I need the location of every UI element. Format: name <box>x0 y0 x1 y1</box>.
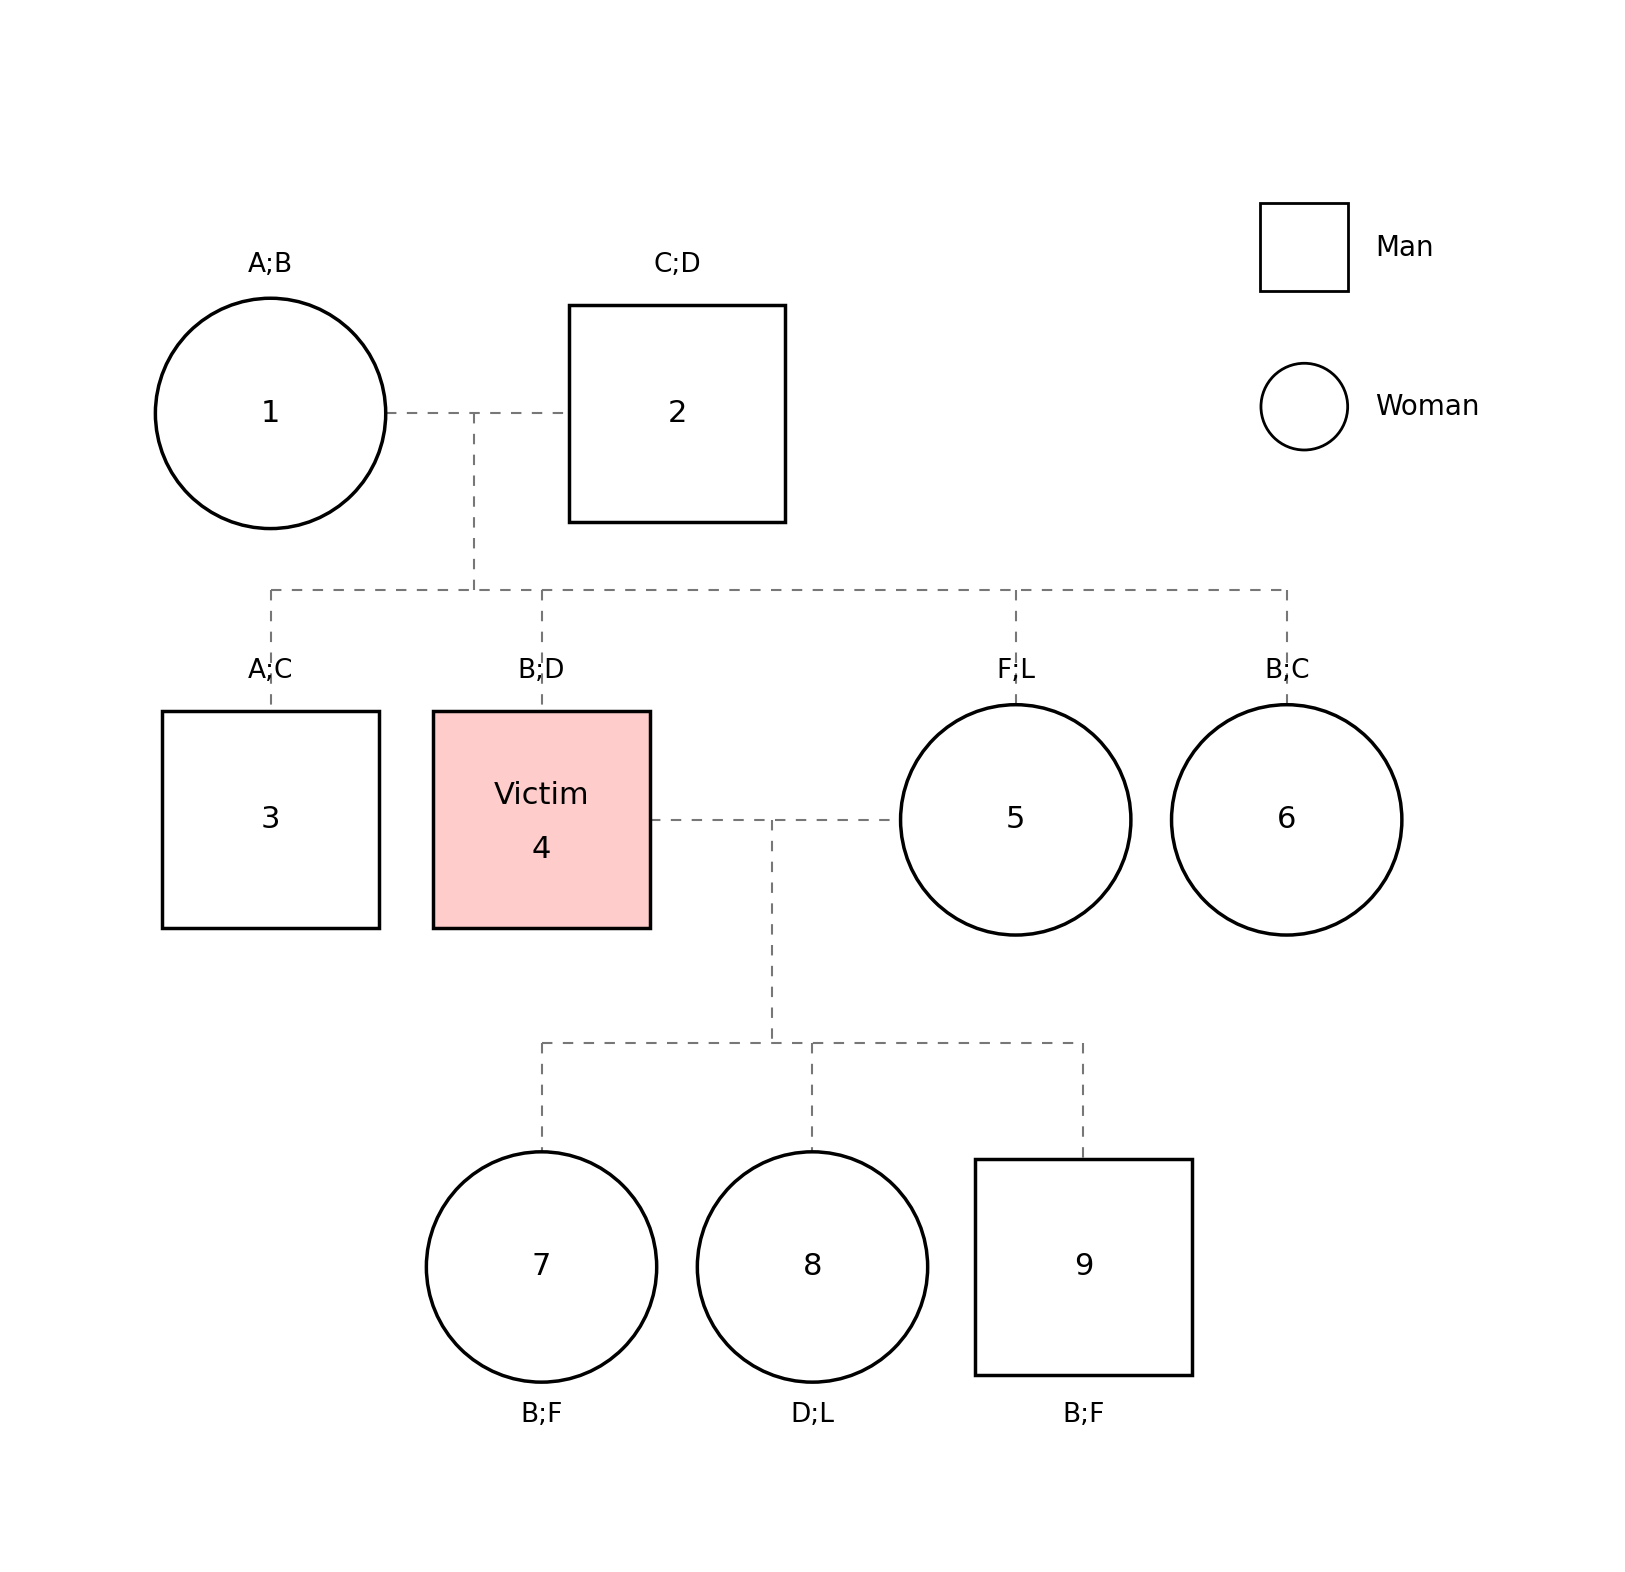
Text: 1: 1 <box>262 399 280 428</box>
FancyBboxPatch shape <box>569 305 785 522</box>
Text: B;F: B;F <box>1063 1402 1105 1429</box>
FancyBboxPatch shape <box>434 712 650 927</box>
Text: C;D: C;D <box>653 252 700 278</box>
Circle shape <box>156 299 385 528</box>
Text: B;C: B;C <box>1264 659 1310 684</box>
Text: Victim: Victim <box>494 781 590 810</box>
Text: 2: 2 <box>668 399 687 428</box>
Circle shape <box>697 1152 928 1382</box>
Text: A;C: A;C <box>249 659 292 684</box>
Circle shape <box>900 704 1131 935</box>
Text: 4: 4 <box>531 835 551 865</box>
Text: 3: 3 <box>260 805 280 835</box>
Text: A;B: A;B <box>249 252 292 278</box>
Text: Woman: Woman <box>1375 393 1479 421</box>
FancyBboxPatch shape <box>975 1159 1191 1376</box>
Circle shape <box>1172 704 1402 935</box>
Text: B;D: B;D <box>518 659 566 684</box>
Text: 8: 8 <box>803 1253 822 1281</box>
Circle shape <box>1261 363 1347 450</box>
Text: F;L: F;L <box>996 659 1035 684</box>
Circle shape <box>426 1152 656 1382</box>
Text: 9: 9 <box>1074 1253 1094 1281</box>
FancyBboxPatch shape <box>1259 203 1347 291</box>
Text: 6: 6 <box>1277 805 1297 835</box>
Text: B;F: B;F <box>520 1402 562 1429</box>
Text: Man: Man <box>1375 234 1433 263</box>
Text: 7: 7 <box>531 1253 551 1281</box>
FancyBboxPatch shape <box>162 712 379 927</box>
Text: 5: 5 <box>1006 805 1025 835</box>
Text: D;L: D;L <box>790 1402 835 1429</box>
